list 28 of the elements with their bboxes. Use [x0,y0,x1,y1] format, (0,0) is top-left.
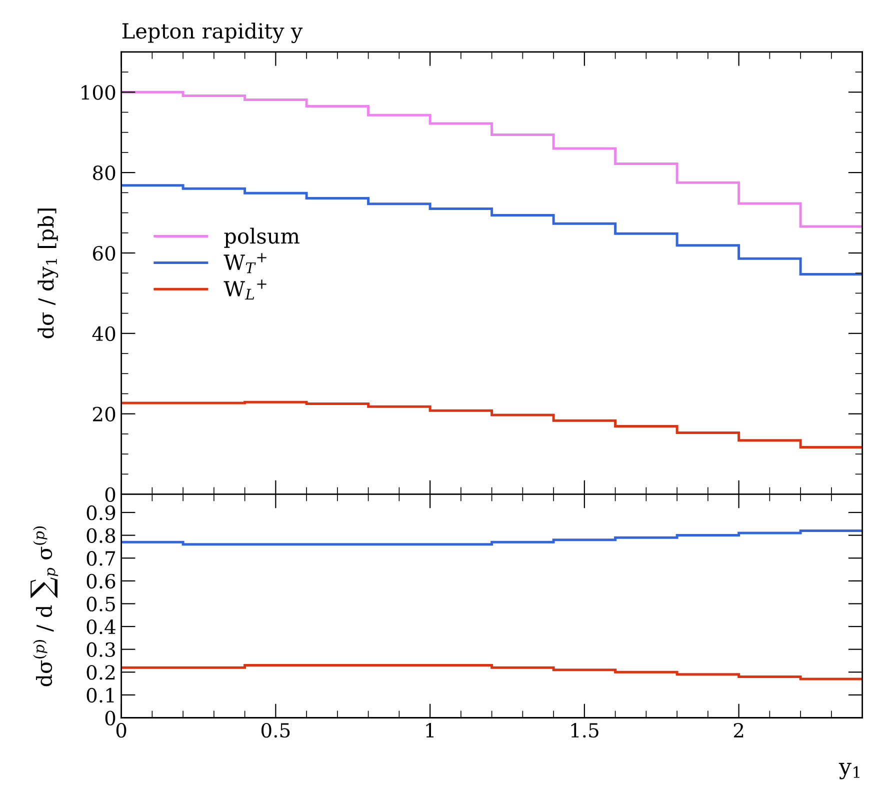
y-tick-label: 100 [82,85,116,100]
y-axis-title: dσ / dy$_{1}$ [pb] [38,208,58,338]
x-tick-label: 0 [116,722,126,738]
legend-label: polsum [224,228,300,248]
x-tick-label: 1 [426,722,434,738]
y-tick-label: 0.9 [86,505,116,520]
y-tick-label: 0.2 [86,665,115,680]
y-tick-label: 0 [105,710,116,726]
x-tick-label: 1.5 [571,722,598,738]
y-tick-label: 60 [93,246,116,261]
y-tick-label: 0.6 [86,574,116,589]
y-tick-label: 0 [105,487,116,502]
y-tick-label: 80 [93,166,116,180]
y-tick-label: 0.5 [86,596,115,612]
y-tick-label: 20 [93,406,116,422]
chart-title: Lepton rapidity y [122,22,303,44]
y-tick-label: 0.7 [86,551,116,566]
x-tick-label: 0.5 [261,722,290,738]
y-tick-label: 0.4 [86,619,116,634]
y-tick-label: 0.8 [86,528,116,543]
legend-label: W$_{T}$$^{+}$ [224,253,266,274]
y-tick-label: 40 [92,326,116,342]
legend-label: W$_{L}$$^{+}$ [224,280,266,300]
y-tick-label: 0.1 [86,688,114,703]
y-axis-title: dσ$^{(p)}$ / d ∑$_{p}$ σ$^{(p)}$ [30,526,58,686]
y-tick-label: 0.3 [86,642,115,657]
x-axis-title: y$_{1}$ [838,762,860,780]
x-tick-label: 2 [734,722,744,738]
